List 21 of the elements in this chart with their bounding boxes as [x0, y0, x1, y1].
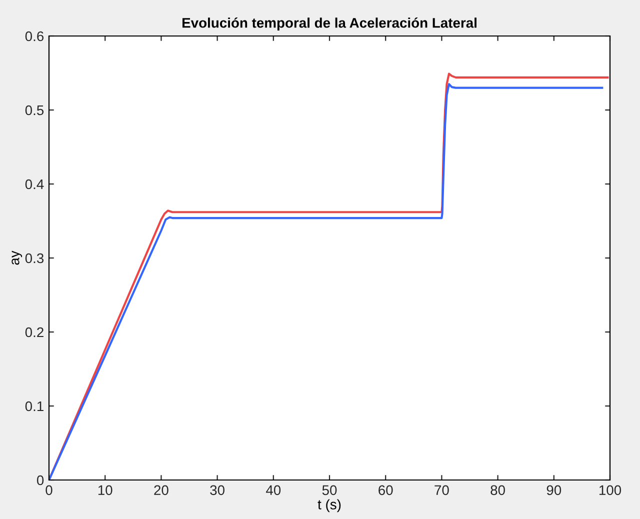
y-tick-label: 0.2: [25, 327, 44, 338]
x-axis-title: t (s): [318, 499, 341, 512]
x-tick-label: 100: [599, 485, 622, 496]
x-tick-label: 80: [490, 485, 505, 496]
x-tick-label: 10: [98, 485, 112, 496]
y-tick-label: 0.1: [25, 401, 44, 412]
chart-title: Evolución temporal de la Aceleración Lateral: [182, 17, 476, 31]
y-axis-title: ay: [12, 250, 22, 265]
x-tick-label: 50: [322, 485, 337, 496]
x-tick-label: 30: [210, 485, 224, 496]
x-tick-label: 0: [46, 485, 52, 496]
x-tick-label: 40: [266, 485, 281, 496]
y-tick-label: 0.6: [25, 31, 44, 42]
x-tick-label: 70: [434, 485, 449, 496]
y-tick-label: 0.4: [25, 179, 44, 190]
x-tick-label: 90: [546, 485, 562, 496]
y-tick-label: 0.3: [25, 253, 44, 264]
y-tick-label: 0.5: [25, 105, 44, 116]
x-tick-label: 60: [378, 485, 393, 496]
y-tick-label: 0: [36, 475, 44, 486]
x-tick-label: 20: [154, 485, 168, 496]
